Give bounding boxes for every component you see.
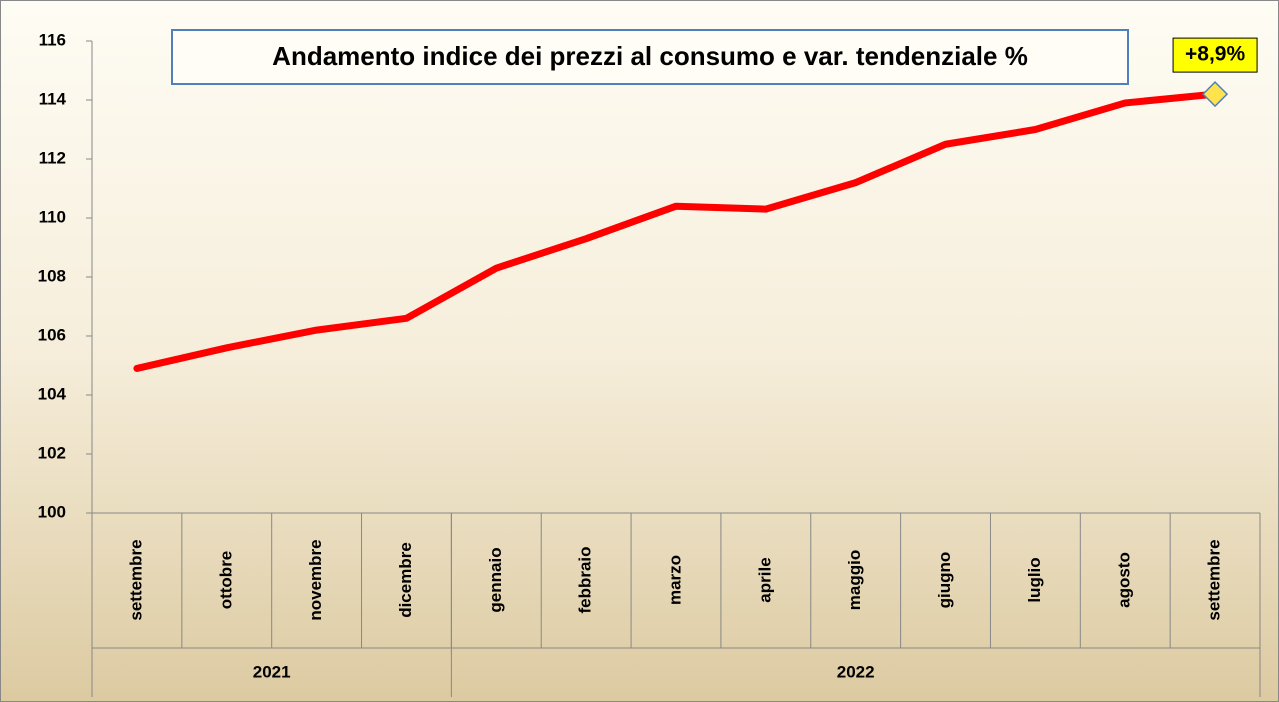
x-tick-label: marzo <box>665 555 684 605</box>
x-tick-label: giugno <box>935 552 954 609</box>
group-label: 2021 <box>253 662 291 681</box>
annotation: +8,9% <box>1185 43 1245 66</box>
annotation-box <box>1172 37 1258 73</box>
group-label: 2022 <box>837 662 875 681</box>
data-line <box>133 90 1219 372</box>
x-tick-label: novembre <box>306 539 325 620</box>
y-tick-label: 104 <box>38 384 67 403</box>
x-tick-label: dicembre <box>396 542 415 618</box>
x-tick-label: febbraio <box>576 546 595 613</box>
x-tick-label: settembre <box>1205 539 1224 620</box>
x-tick-label: agosto <box>1115 552 1134 608</box>
y-tick-label: 106 <box>38 325 66 344</box>
y-tick-label: 110 <box>39 207 66 226</box>
x-tick-label: gennaio <box>486 547 505 612</box>
y-tick-label: 114 <box>39 89 67 108</box>
title-box <box>171 29 1129 85</box>
x-tick-label: aprile <box>755 557 774 602</box>
x-tick-label: ottobre <box>216 551 235 610</box>
chart-title: Andamento indice dei prezzi al consumo e… <box>272 41 1028 71</box>
y-tick-label: 102 <box>38 443 66 462</box>
x-tick-label: maggio <box>845 550 864 610</box>
y-tick-label: 112 <box>39 148 66 167</box>
y-tick-label: 108 <box>38 266 66 285</box>
y-tick-label: 100 <box>38 502 66 521</box>
x-tick-label: settembre <box>126 539 145 620</box>
end-marker <box>1202 81 1229 108</box>
x-tick-label: luglio <box>1025 557 1044 602</box>
y-tick-label: 116 <box>39 30 66 49</box>
